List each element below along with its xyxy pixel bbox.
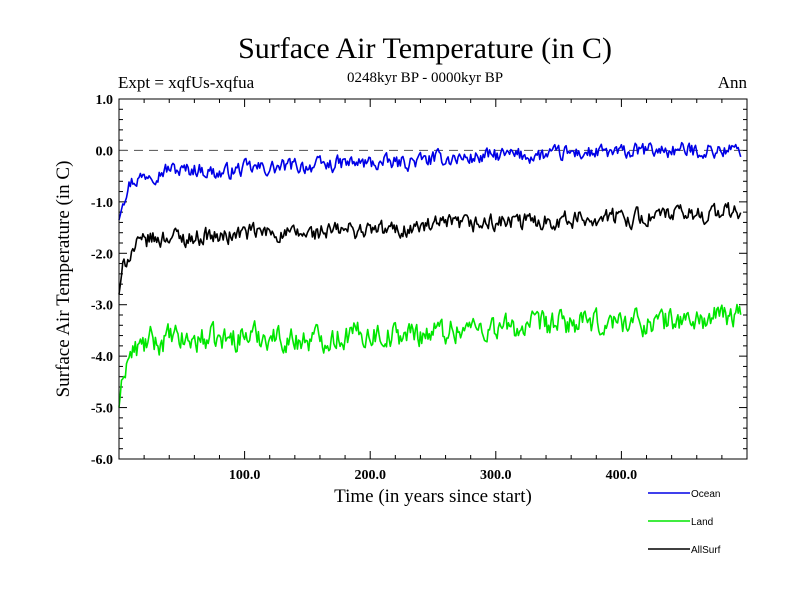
series-line-ocean (118, 141, 742, 221)
series-layer (118, 141, 742, 408)
legend-label-land: Land (691, 517, 713, 528)
season-label: Ann (718, 73, 748, 92)
legend-label-ocean: Ocean (691, 489, 720, 500)
x-tick-label: 300.0 (480, 468, 512, 483)
y-tick-label: -2.0 (91, 247, 113, 262)
legend: Ocean Land AllSurf (648, 489, 721, 556)
y-tick-label: -4.0 (91, 350, 113, 365)
chart-title: Surface Air Temperature (in C) (238, 32, 612, 65)
series-line-land (118, 303, 742, 408)
expt-label: Expt = xqfUs-xqfua (118, 73, 255, 92)
legend-label-allsurf: AllSurf (691, 545, 721, 556)
x-tick-label: 400.0 (606, 468, 638, 483)
x-tick-label: 200.0 (354, 468, 386, 483)
y-tick-label: -1.0 (91, 196, 113, 211)
y-tick-label: -3.0 (91, 299, 113, 314)
y-axis-label: Surface Air Temperature (in C) (53, 161, 74, 398)
x-axis-label: Time (in years since start) (334, 486, 532, 507)
series-line-allsurf (118, 202, 742, 295)
axis-layer: -6.0 -5.0 -4.0 -3.0 -2.0 -1.0 0.0 1.0 100.0 200.0… (91, 93, 748, 483)
y-tick-label: 1.0 (96, 93, 114, 108)
y-tick-label: 0.0 (96, 144, 114, 159)
x-tick-label: 100.0 (229, 468, 261, 483)
y-tick-label: -5.0 (91, 402, 113, 417)
y-tick-label: -6.0 (91, 453, 113, 468)
plot-frame (118, 98, 748, 460)
chart-subtitle: 0248kyr BP - 0000kyr BP (347, 70, 503, 86)
